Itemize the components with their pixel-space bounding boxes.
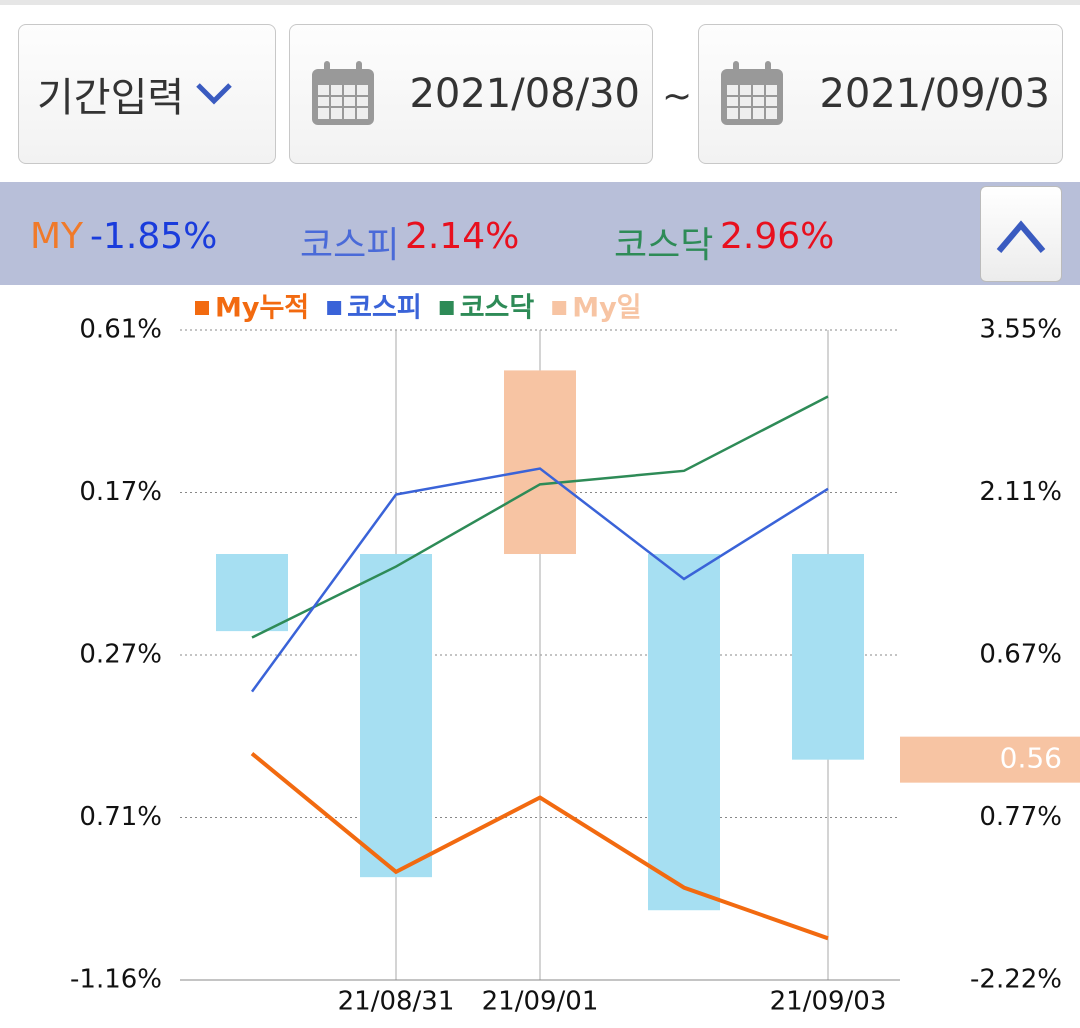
summary-label: 코스피 [300,225,400,266]
legend-label: My일 [572,293,641,324]
period-label: 기간입력 [37,75,185,121]
bar [648,554,720,911]
start-date: 2021/08/30 [409,71,640,117]
summary-label: 코스닥 [614,225,714,266]
y2-tick-label: 0.67% [979,640,1062,670]
bar [504,370,576,555]
line [250,467,829,693]
up-arrow [996,220,1046,253]
bar [792,554,864,760]
legend-label: 코스피 [347,293,422,324]
date-separator: ~ [662,76,693,117]
legend-swatch [552,301,567,315]
start-date-field[interactable]: 2021/08/30 [289,24,653,164]
y-tick-label: 0.71% [79,802,162,832]
collapse-button[interactable] [980,186,1062,282]
y2-tick-label: -2.22% [970,965,1062,995]
summary-value: -1.85% [90,216,218,257]
summary-value: 2.14% [405,216,520,257]
x-tick-label: 21/09/01 [482,987,599,1017]
calendar-icon [312,61,374,125]
bar [360,554,432,878]
legend-label: 코스닥 [460,293,535,324]
end-date: 2021/09/03 [819,71,1050,117]
bar [216,554,288,632]
legend-swatch [195,301,209,315]
top-border [0,0,1080,5]
summary-value: 2.96% [720,216,835,257]
y-tick-label: 0.61% [79,315,162,345]
period-dropdown[interactable]: 기간입력 [18,24,276,164]
legend-swatch [439,301,454,315]
value-label: 0.56 [1000,742,1062,775]
legend-swatch [327,301,342,315]
dropdown-arrow [196,83,232,105]
y-tick-label: 0.27% [79,640,162,670]
summary-label: MY [30,216,84,257]
y-tick-label: 0.17% [79,477,162,507]
x-tick-label: 21/09/03 [770,987,887,1017]
value-label-bg [900,736,1080,783]
end-date-field[interactable]: 2021/09/03 [698,24,1063,164]
y-tick-label: -1.16% [70,965,162,995]
legend-label: My누적 [215,293,309,324]
chart: 0.61% 0.17% 0.27% 0.71% -1.16% 3.55% 2.11% 0.67… [70,293,1080,1017]
x-tick-label: 21/08/31 [338,987,455,1017]
y2-tick-label: 0.77% [979,802,1062,832]
line [251,395,829,639]
y2-tick-label: 2.11% [979,477,1062,507]
calendar-icon [721,61,783,125]
line [250,752,829,941]
summary-bar: MY -1.85% 코스피 2.14% 코스닥 2.96% [0,182,1080,285]
y2-tick-label: 3.55% [979,315,1062,345]
